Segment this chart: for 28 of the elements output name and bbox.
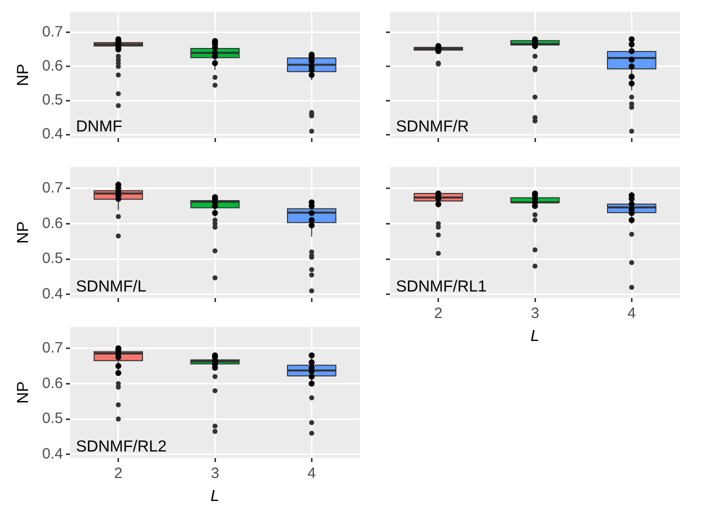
y-tick-label: 0.7 xyxy=(42,24,63,41)
x-tick-label: 4 xyxy=(627,305,636,322)
y-tick-label: 0.5 xyxy=(42,410,63,428)
x-axis-title: L xyxy=(210,488,220,505)
y-tick-label: 0.7 xyxy=(42,179,63,196)
x-tick-label: 2 xyxy=(434,305,443,322)
y-tick-label: 0.5 xyxy=(42,250,63,268)
y-axis-title: NP xyxy=(15,64,32,86)
y-tick-label: 0.7 xyxy=(42,339,63,356)
y-tick-label: 0.6 xyxy=(42,374,63,392)
x-tick-label: 2 xyxy=(114,465,123,482)
text: SDNMF/L xyxy=(76,278,146,296)
x-tick-label: 3 xyxy=(210,465,220,482)
x-tick-label: 3 xyxy=(530,305,540,322)
text: SDNMF/RL1 xyxy=(396,278,487,296)
x-axis-title: L xyxy=(530,328,540,345)
y-tick-label: 0.4 xyxy=(42,446,63,463)
y-axis-title: NP xyxy=(15,381,32,404)
y-tick-label: 0.6 xyxy=(42,58,63,75)
y-tick-label: 0.4 xyxy=(42,286,63,303)
text: SDNMF/R xyxy=(396,118,469,136)
y-tick-label: 0.4 xyxy=(42,126,63,143)
y-tick-label: 0.5 xyxy=(42,92,63,109)
text: DNMF xyxy=(76,118,122,136)
y-tick-label: 0.6 xyxy=(42,214,63,232)
x-tick-label: 4 xyxy=(307,465,316,482)
y-axis-title: NP xyxy=(15,221,32,244)
text: SDNMF/RL2 xyxy=(76,438,167,456)
